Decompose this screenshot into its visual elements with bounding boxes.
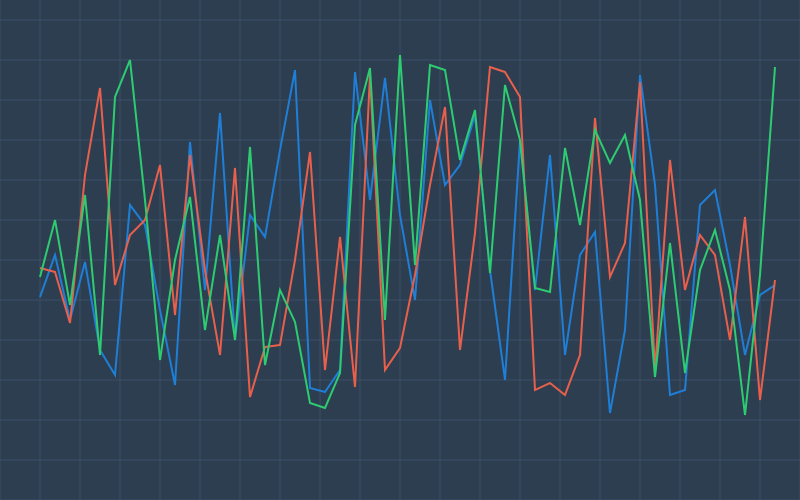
line-series (39, 54, 776, 416)
line-series (39, 65, 776, 401)
line-series (39, 69, 776, 414)
